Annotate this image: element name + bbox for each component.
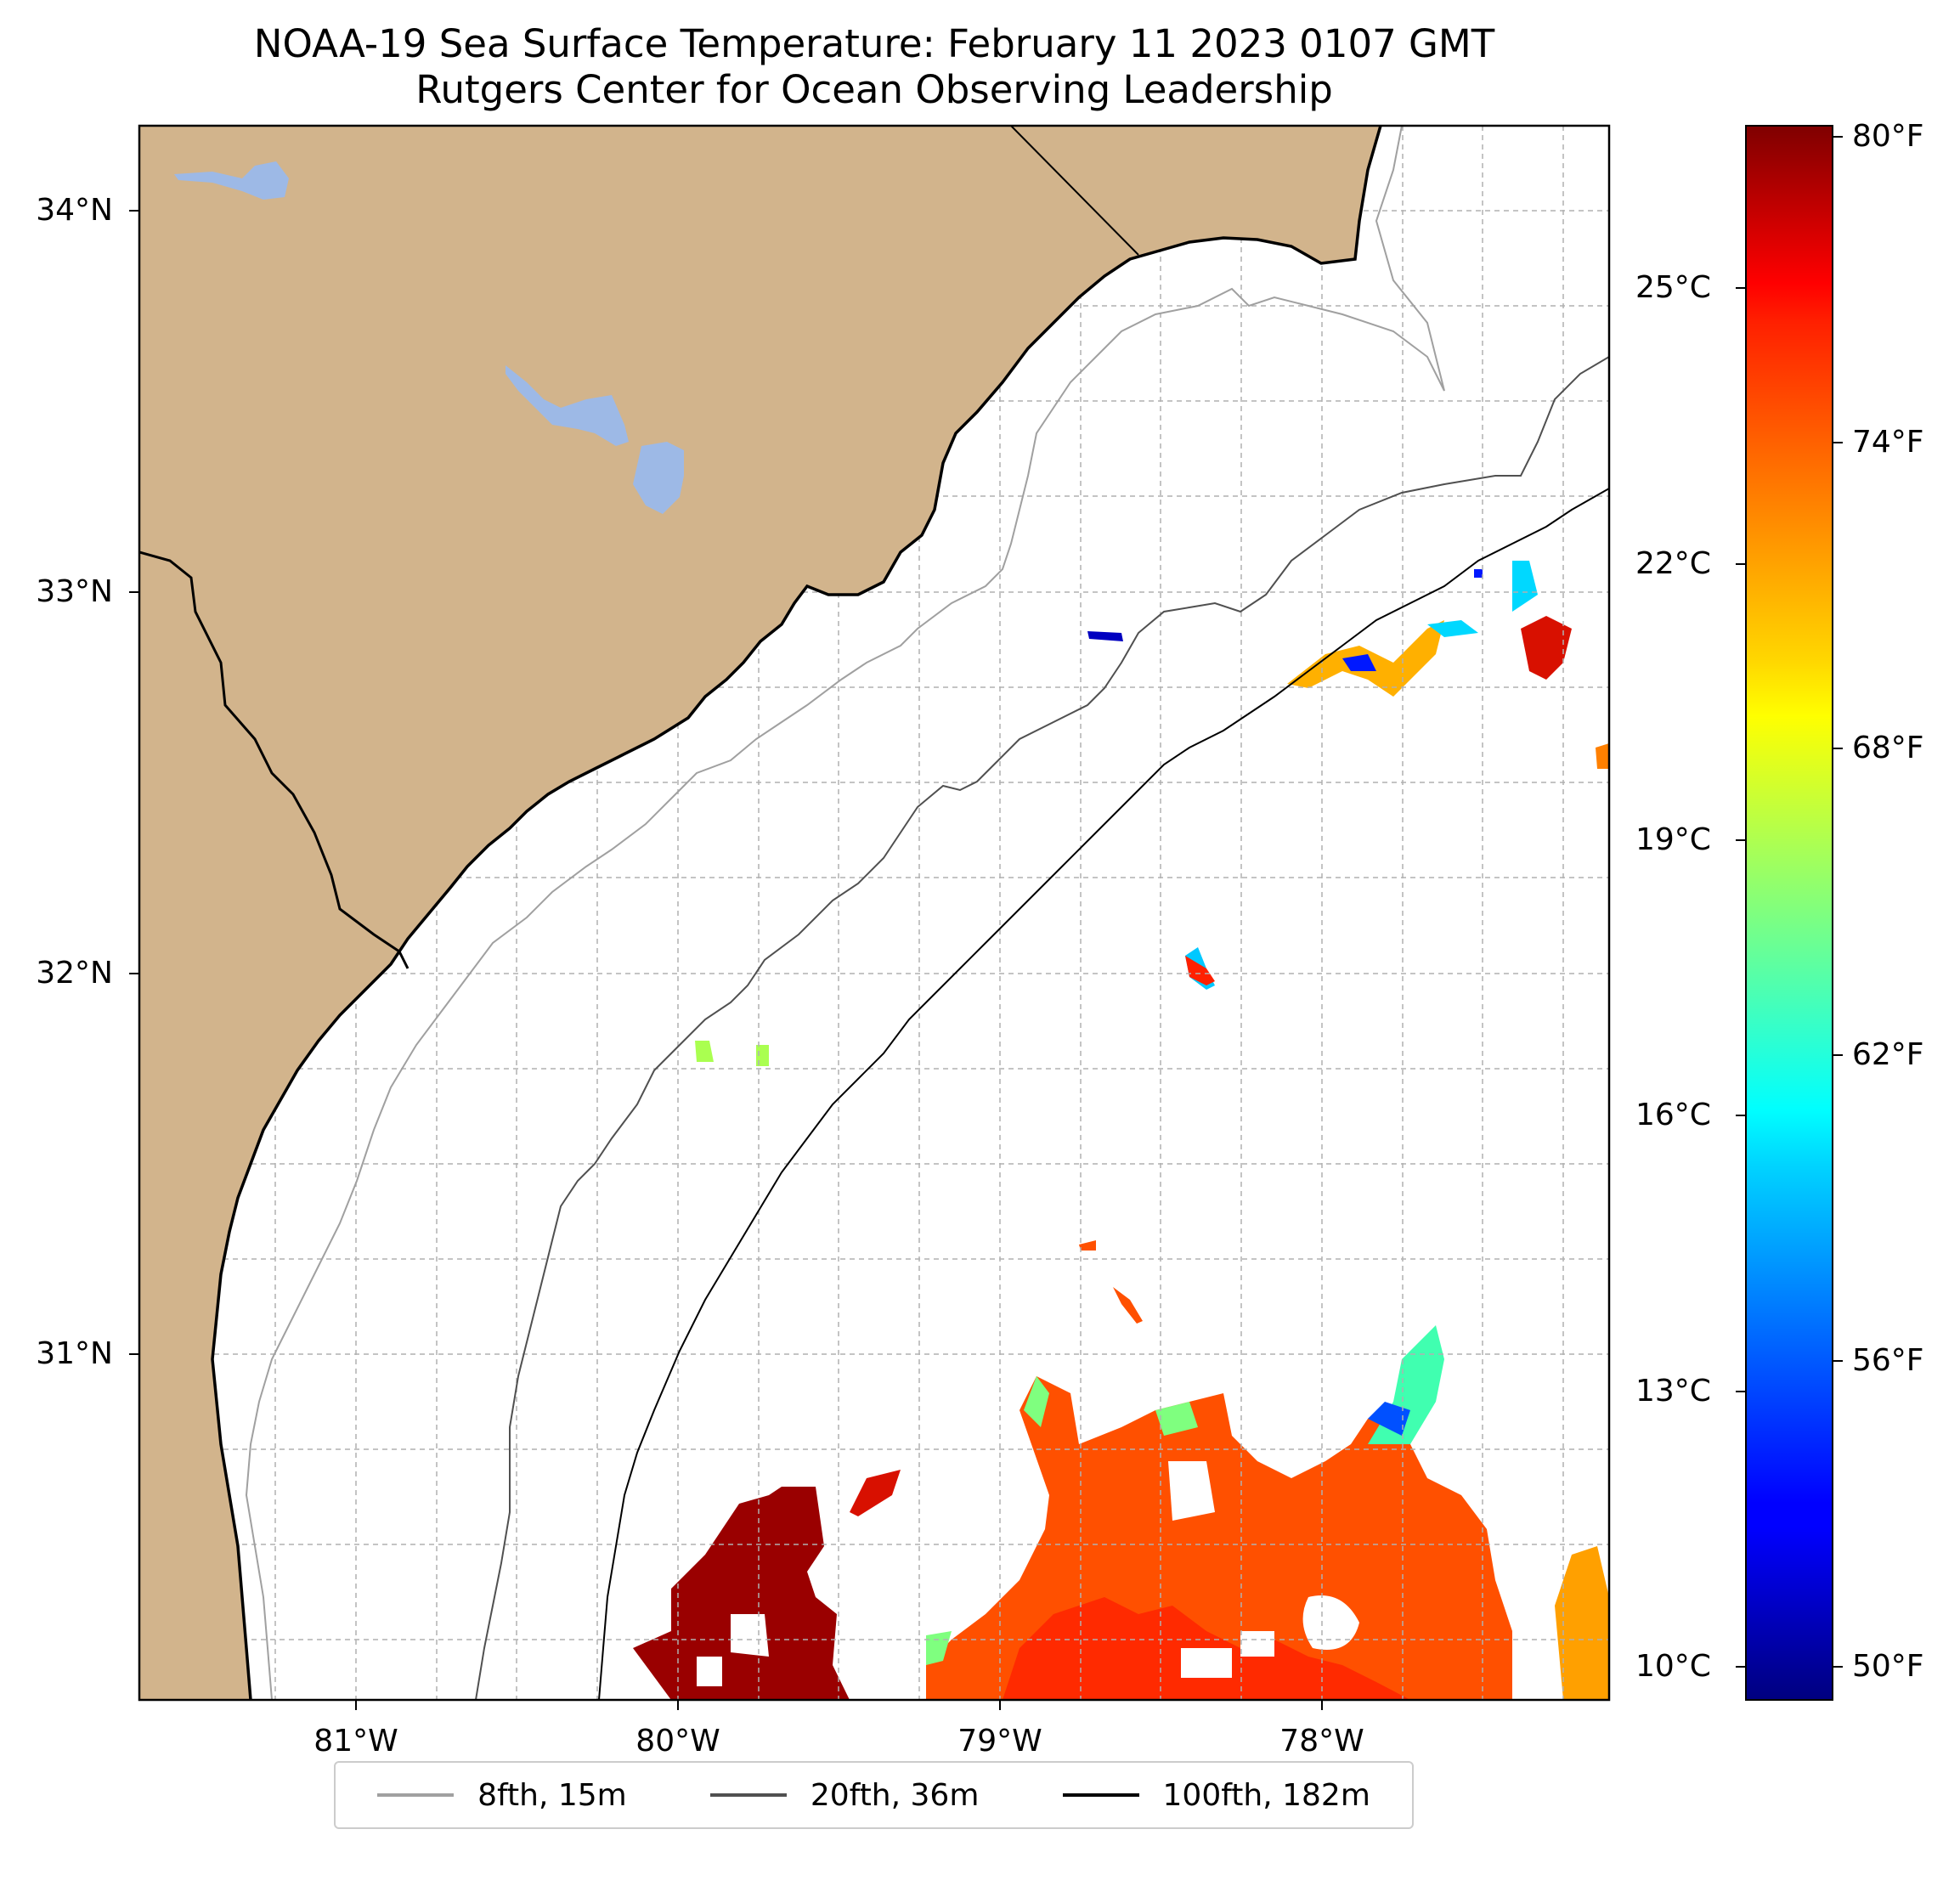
colorbar-label-50f: 50°F (1852, 1649, 1924, 1684)
contour-100fth (598, 488, 1609, 1700)
coastline (211, 126, 1382, 1700)
sst-hole-3 (1181, 1648, 1232, 1678)
colorbar-ticks-fahrenheit (1833, 136, 1843, 1668)
state-border-sc-ga (139, 550, 410, 969)
lat-label-34n: 34°N (36, 193, 113, 228)
lat-label-32n: 32°N (36, 956, 113, 991)
sst-patch-southwest-hot (633, 1487, 850, 1700)
legend-swatch-100fth (1062, 1793, 1139, 1797)
colorbar-label-25c: 25°C (1635, 270, 1711, 305)
map-title-line2: Rutgers Center for Ocean Observing Leade… (415, 67, 1333, 112)
sst-hole-2 (1302, 1595, 1359, 1650)
sst-patch-northeast-cyan (1427, 561, 1538, 637)
legend-item-8fth: 8fth, 15m (377, 1778, 627, 1813)
map-title-line1: NOAA-19 Sea Surface Temperature: Februar… (253, 21, 1495, 66)
sst-patch-southwest-small (850, 1470, 901, 1516)
legend-item-20fth: 20fth, 36m (709, 1777, 980, 1813)
colorbar-label-13c: 13°C (1635, 1374, 1711, 1409)
sst-patch-east-cluster-blue (1368, 1402, 1410, 1436)
lake-moultrie (633, 442, 684, 514)
map-frame (138, 124, 1611, 1702)
colorbar (1745, 125, 1833, 1701)
contour-8fth (245, 126, 1445, 1700)
colorbar-label-74f: 74°F (1852, 425, 1924, 460)
legend-swatch-20fth (709, 1793, 787, 1797)
legend-item-100fth: 100fth, 182m (1062, 1777, 1370, 1813)
lon-label-79w: 79°W (957, 1724, 1042, 1759)
legend-label-8fth: 8fth, 15m (477, 1777, 627, 1813)
land-area (139, 126, 1381, 1700)
sst-data-layer (633, 561, 1609, 1700)
sst-patch-east-edge (1555, 1546, 1609, 1700)
contour-20fth (475, 356, 1609, 1700)
colorbar-label-22c: 22°C (1635, 546, 1711, 581)
legend-label-100fth: 100fth, 182m (1162, 1777, 1370, 1813)
lon-label-80w: 80°W (635, 1724, 720, 1759)
sst-patch-east-small (1596, 743, 1609, 769)
lat-ticks (129, 210, 139, 1355)
contour-legend: 8fth, 15m 20fth, 36m 100fth, 182m (334, 1761, 1414, 1829)
lon-ticks (355, 1700, 1323, 1710)
state-border-nc-sc (1010, 126, 1139, 256)
lon-label-78w: 78°W (1279, 1724, 1364, 1759)
sst-hole-5 (731, 1614, 769, 1657)
colorbar-label-80f: 80°F (1852, 119, 1924, 154)
legend-swatch-8fth (377, 1793, 455, 1797)
legend-label-20fth: 20fth, 36m (810, 1777, 980, 1813)
sst-hole-6 (697, 1657, 722, 1686)
lake-waccamaw (174, 161, 289, 200)
sst-hole-1 (1168, 1461, 1215, 1521)
lon-label-81w: 81°W (313, 1724, 398, 1759)
colorbar-label-62f: 62°F (1852, 1037, 1924, 1072)
sst-patch-west-small (695, 1041, 769, 1066)
lake-marion (506, 365, 629, 446)
sst-patch-north-blue (1087, 631, 1123, 641)
sst-patch-northeast-hot (1521, 616, 1572, 680)
lat-label-33n: 33°N (36, 574, 113, 609)
colorbar-label-68f: 68°F (1852, 731, 1924, 765)
sst-patch-northeast-blue (1342, 569, 1483, 671)
sst-hole-4 (1240, 1631, 1274, 1657)
lat-label-31n: 31°N (36, 1336, 113, 1371)
colorbar-label-56f: 56°F (1852, 1343, 1924, 1378)
colorbar-label-19c: 19°C (1635, 822, 1711, 857)
colorbar-label-10c: 10°C (1635, 1649, 1711, 1684)
sst-patch-central-hot (1185, 956, 1215, 985)
sst-patch-mid-streak (1079, 1240, 1143, 1324)
colorbar-label-16c: 16°C (1635, 1098, 1711, 1132)
colorbar-ticks-celsius (1736, 287, 1746, 1668)
